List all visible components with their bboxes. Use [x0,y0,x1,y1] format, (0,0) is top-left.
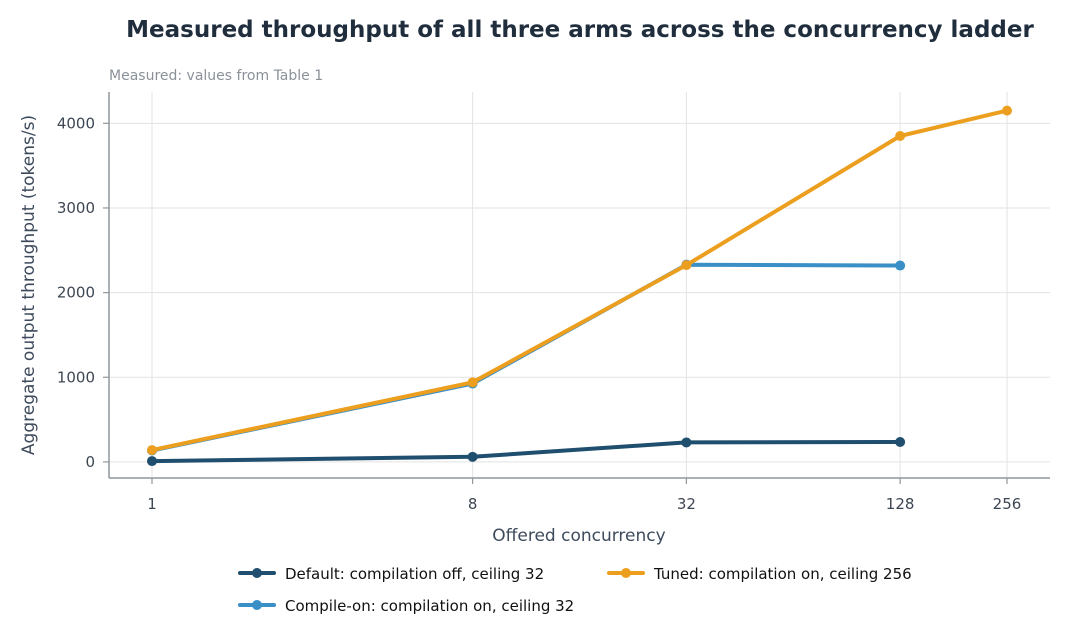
legend-label: Default: compilation off, ceiling 32 [285,565,544,583]
x-tick-label: 256 [993,495,1022,513]
grid [109,92,1050,478]
legend-item-1: Default: compilation off, ceiling 32 [238,565,544,583]
data-point [1002,105,1012,116]
series-line [150,108,1009,453]
y-tick-label: 2000 [57,284,95,302]
x-ticks: 1 8 32 128 256 [147,478,1021,513]
data-point [467,451,478,462]
data-point [681,437,692,448]
data-point [895,131,906,142]
chart-title: Measured throughput of all three arms ac… [126,17,1034,43]
y-ticks: 0 1000 2000 3000 4000 [57,114,109,471]
series [147,105,1012,467]
x-tick-label: 32 [677,495,696,513]
y-tick-label: 0 [85,453,95,471]
y-tick-label: 4000 [57,114,95,132]
x-tick-label: 8 [468,495,478,513]
data-point [147,445,157,456]
legend-swatch-marker [252,600,262,610]
legend: Default: compilation off, ceiling 32 Comp… [238,565,912,615]
chart-subtitle: Measured: values from Table 1 [109,68,323,84]
y-axis-label: Aggregate output throughput (tokens/s) [19,115,39,455]
data-point [681,260,692,271]
legend-label: Tuned: compilation on, ceiling 256 [653,565,912,583]
series-line [150,440,903,464]
y-tick-label: 1000 [57,368,95,386]
x-axis-label: Offered concurrency [492,526,665,546]
y-tick-label: 3000 [57,199,95,217]
series-3 [147,105,1012,456]
legend-swatch-marker [252,568,262,578]
series-1 [147,437,906,467]
x-tick-label: 1 [147,495,157,513]
data-point [147,456,157,467]
legend-label: Compile-on: compilation on, ceiling 32 [285,597,574,615]
legend-item-2: Compile-on: compilation on, ceiling 32 [238,597,574,615]
legend-swatch-marker [621,568,631,578]
data-point [895,260,906,271]
axes [108,92,1050,479]
data-point [895,437,906,448]
legend-item-3: Tuned: compilation on, ceiling 256 [607,565,912,583]
data-point [467,377,478,388]
x-tick-label: 128 [886,495,915,513]
